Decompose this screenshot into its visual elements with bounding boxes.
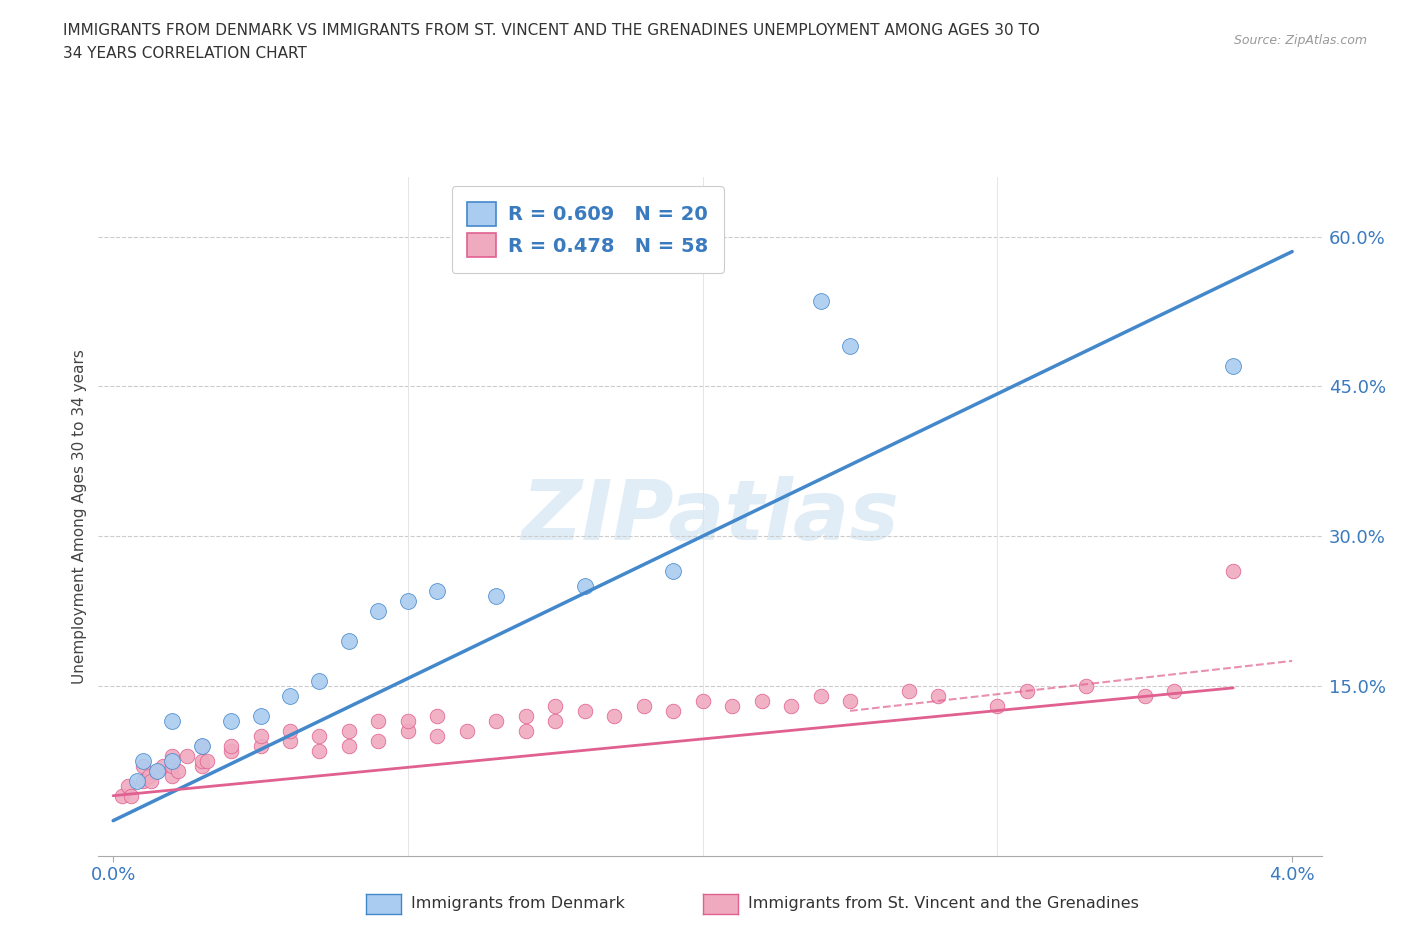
Point xyxy=(249,738,271,753)
Point xyxy=(456,724,478,738)
Text: Immigrants from St. Vincent and the Grenadines: Immigrants from St. Vincent and the Gren… xyxy=(748,896,1139,910)
Point xyxy=(308,728,330,743)
Point xyxy=(927,688,949,703)
Point xyxy=(219,713,242,728)
Point xyxy=(278,724,301,738)
Point xyxy=(249,728,271,743)
Point xyxy=(1074,679,1097,694)
Point xyxy=(131,773,153,788)
Point xyxy=(190,738,212,753)
Point xyxy=(1163,684,1185,698)
Point xyxy=(141,773,163,788)
Text: IMMIGRANTS FROM DENMARK VS IMMIGRANTS FROM ST. VINCENT AND THE GRENADINES UNEMPL: IMMIGRANTS FROM DENMARK VS IMMIGRANTS FR… xyxy=(63,23,1040,38)
Point xyxy=(426,709,449,724)
Point xyxy=(219,738,242,753)
Point xyxy=(367,713,389,728)
Point xyxy=(337,633,360,648)
Point xyxy=(131,753,153,768)
Point xyxy=(190,738,212,753)
Text: Immigrants from Denmark: Immigrants from Denmark xyxy=(411,896,624,910)
Point xyxy=(111,789,134,804)
Point xyxy=(278,688,301,703)
Point xyxy=(485,713,508,728)
Point xyxy=(125,773,148,788)
Point xyxy=(839,339,862,354)
Point xyxy=(898,684,921,698)
Point xyxy=(160,749,183,764)
Point xyxy=(190,753,212,768)
Y-axis label: Unemployment Among Ages 30 to 34 years: Unemployment Among Ages 30 to 34 years xyxy=(72,349,87,684)
Point xyxy=(751,694,773,709)
Point xyxy=(662,564,685,578)
Point xyxy=(308,673,330,688)
Point xyxy=(146,764,169,778)
Point xyxy=(692,694,714,709)
Point xyxy=(167,764,190,778)
Point xyxy=(515,724,537,738)
Text: 34 YEARS CORRELATION CHART: 34 YEARS CORRELATION CHART xyxy=(63,46,307,61)
Point xyxy=(160,758,183,773)
Point xyxy=(337,738,360,753)
Point xyxy=(485,589,508,604)
Point xyxy=(131,758,153,773)
Point xyxy=(1133,688,1156,703)
Point xyxy=(146,764,169,778)
Point xyxy=(396,713,419,728)
Point xyxy=(1222,564,1244,578)
Point xyxy=(176,749,198,764)
Point xyxy=(249,709,271,724)
Point xyxy=(810,688,832,703)
Point xyxy=(120,789,142,804)
Point xyxy=(544,698,567,713)
Point xyxy=(662,703,685,718)
Point xyxy=(278,734,301,749)
Point xyxy=(986,698,1008,713)
Point xyxy=(574,703,596,718)
Point xyxy=(839,694,862,709)
Point xyxy=(426,584,449,599)
Point xyxy=(426,728,449,743)
Text: Source: ZipAtlas.com: Source: ZipAtlas.com xyxy=(1233,34,1367,47)
Point xyxy=(574,578,596,593)
Point xyxy=(780,698,803,713)
Point xyxy=(152,758,174,773)
Legend: R = 0.609   N = 20, R = 0.478   N = 58: R = 0.609 N = 20, R = 0.478 N = 58 xyxy=(451,186,724,272)
Point xyxy=(721,698,744,713)
Point xyxy=(160,713,183,728)
Point xyxy=(219,743,242,758)
Point xyxy=(337,724,360,738)
Point xyxy=(603,709,626,724)
Point xyxy=(160,768,183,783)
Point xyxy=(117,778,139,793)
Point xyxy=(190,758,212,773)
Point xyxy=(396,593,419,608)
Point xyxy=(544,713,567,728)
Point xyxy=(367,604,389,618)
Point xyxy=(197,753,219,768)
Point xyxy=(160,753,183,768)
Text: ZIPatlas: ZIPatlas xyxy=(522,475,898,557)
Point xyxy=(1015,684,1038,698)
Point xyxy=(1222,359,1244,374)
Point xyxy=(138,768,160,783)
Point xyxy=(810,294,832,309)
Point xyxy=(367,734,389,749)
Point xyxy=(633,698,655,713)
Point xyxy=(308,743,330,758)
Point xyxy=(396,724,419,738)
Point xyxy=(515,709,537,724)
